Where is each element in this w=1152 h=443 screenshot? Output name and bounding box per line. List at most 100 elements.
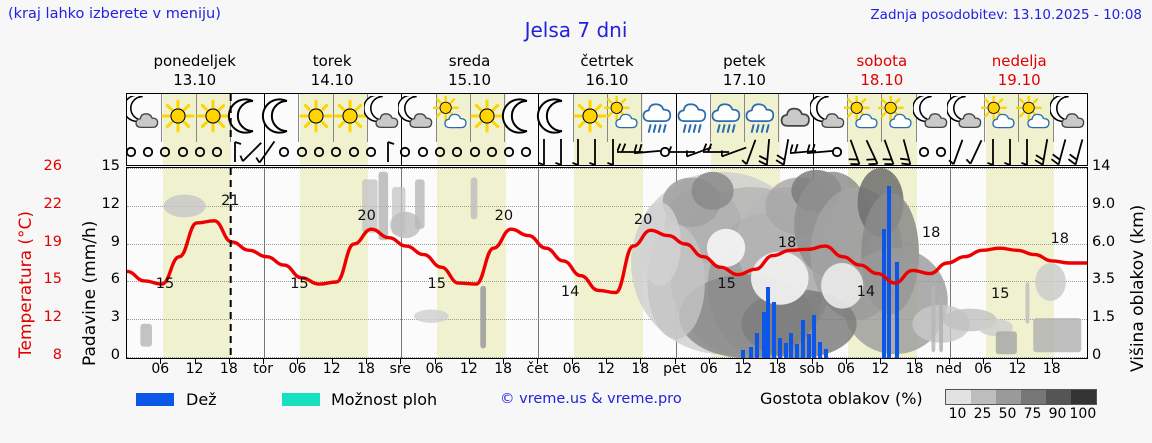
wind-barb: [876, 138, 902, 165]
weather-icon-sun: [296, 96, 336, 136]
showers-legend-label: Možnost ploh: [331, 390, 438, 409]
daylight-stripe: [162, 94, 232, 165]
cloud-blob: [1035, 263, 1066, 301]
x-axis-tick-18: 18: [768, 361, 787, 377]
x-axis-tick-13: 12: [597, 361, 615, 377]
rain-legend-swatch: [136, 393, 174, 406]
x-axis-tick-4: 06: [288, 361, 307, 377]
weather-icon-moon-cloud: [946, 94, 987, 136]
cloud-blob: [638, 202, 681, 286]
temperature-max-label: 21: [221, 192, 240, 209]
icon-slot-separator: [469, 94, 471, 142]
icon-slot-separator: [161, 94, 163, 142]
temperature-min-label: 14: [560, 283, 580, 300]
day-separator: [264, 94, 266, 165]
x-axis-tick-10: 18: [494, 361, 513, 377]
temperature-min-label: 14: [856, 283, 876, 300]
wind-barb-calm: [444, 138, 470, 165]
weather-icon-sun: [158, 96, 198, 136]
day-header-row: ponedeljek 13.10 torek 14.10 sreda 15.10 četrt…: [126, 52, 1088, 92]
wind-barb-calm: [928, 138, 954, 165]
cloud-density-tick-label-5: 100: [1069, 406, 1097, 422]
day-separator: [949, 94, 951, 165]
precipitation-tick-4: 3: [110, 309, 120, 326]
wind-barb-calm: [911, 138, 937, 165]
day-date: 16.10: [585, 71, 629, 89]
cloud-density-step-90: [1046, 390, 1071, 404]
icon-slot-separator: [435, 94, 437, 142]
cloud-density-legend-label: Gostota oblakov (%): [760, 389, 923, 408]
precipitation-bar: [777, 337, 782, 358]
cloud-density-step-10: [946, 390, 971, 404]
icon-slot-separator: [984, 94, 986, 142]
cloud-blob: [691, 171, 734, 210]
cloud-blob: [821, 263, 864, 309]
wind-barb: [773, 138, 799, 165]
x-axis-tick-14: 18: [631, 361, 650, 377]
x-axis-tickmark: [811, 359, 813, 364]
precipitation-bar: [754, 332, 759, 358]
wind-barb: [254, 138, 280, 165]
wind-barb: [1066, 138, 1087, 165]
x-axis-tick-20: 06: [837, 361, 855, 377]
wind-barb-calm: [496, 138, 522, 165]
x-axis-tick-16: 06: [699, 361, 718, 377]
daylight-stripe: [574, 94, 643, 165]
icon-slot-separator: [778, 94, 780, 142]
x-axis-tickmark: [263, 359, 265, 364]
weather-icon-sun-cloud: [1015, 94, 1056, 136]
weather-icon-moon-cloud: [808, 94, 850, 136]
wind-barb: [859, 138, 885, 165]
x-axis-tick-23: ned: [935, 361, 963, 377]
wind-barb-calm: [341, 138, 367, 165]
cloud-height-tick-2: 6.0: [1092, 233, 1116, 250]
cloud-density-tick-label-0: 10: [948, 406, 967, 422]
day-header-četrtek: četrtek 16.10: [538, 52, 675, 92]
cloud-blob: [939, 293, 943, 353]
temperature-curve: [127, 168, 1087, 358]
precipitation-axis-title: Padavine (mm/h): [80, 220, 100, 366]
x-axis-tick-1: 12: [185, 361, 204, 377]
day-gridline: [538, 168, 539, 358]
temperature-min-label: 15: [155, 276, 175, 293]
wind-barb: [963, 138, 989, 165]
precipitation-tick-3: 6: [110, 271, 120, 288]
wind-barb-calm: [204, 138, 230, 165]
wind-barb: [1049, 138, 1075, 165]
x-axis-tickmark: [366, 359, 367, 364]
last-update-text: Zadnja posodobitev: 13.10.2025 - 10:08: [870, 7, 1142, 23]
x-axis-tickmark: [983, 359, 985, 364]
precipitation-bar: [749, 346, 754, 358]
daylight-stripe: [299, 168, 369, 358]
cloud-height-tick-4: 1.5: [1092, 309, 1116, 326]
precipitation-bar: [783, 342, 788, 358]
temperature-min-label: 15: [991, 285, 1010, 302]
temperature-tick-2: 19: [43, 233, 62, 250]
wind-barb-calm: [170, 138, 196, 165]
wind-barb-calm: [127, 138, 144, 165]
precipitation-bar: [818, 341, 823, 358]
wind-barb: [686, 138, 712, 165]
icon-slot-separator: [847, 94, 848, 142]
weather-icon-sun-cloud: [877, 94, 918, 136]
x-axis-tickmark: [846, 359, 847, 364]
day-name: torek: [312, 52, 352, 70]
day-separator: [675, 94, 677, 165]
day-header-nedelja: nedelja 19.10: [951, 52, 1088, 92]
cloud-blob: [1025, 282, 1030, 324]
day-name: petek: [723, 52, 766, 70]
x-axis-tick-21: 12: [871, 361, 890, 377]
icon-slot-separator: [298, 94, 300, 142]
wind-barb-calm: [289, 138, 315, 165]
icon-slot-separator: [195, 94, 197, 142]
precipitation-tick-2: 9: [110, 233, 120, 250]
day-header-torek: torek 14.10: [263, 52, 400, 92]
showers-legend-swatch: [282, 393, 320, 406]
horizontal-gridline: [127, 319, 1087, 320]
weather-icon-moon-cloud: [363, 94, 404, 136]
copyright-link[interactable]: © vreme.us & vreme.pro: [500, 391, 682, 407]
cloud-height-tick-0: 14: [1092, 158, 1111, 174]
x-axis-tick-19: sob: [799, 361, 825, 377]
day-date: 17.10: [722, 71, 766, 89]
